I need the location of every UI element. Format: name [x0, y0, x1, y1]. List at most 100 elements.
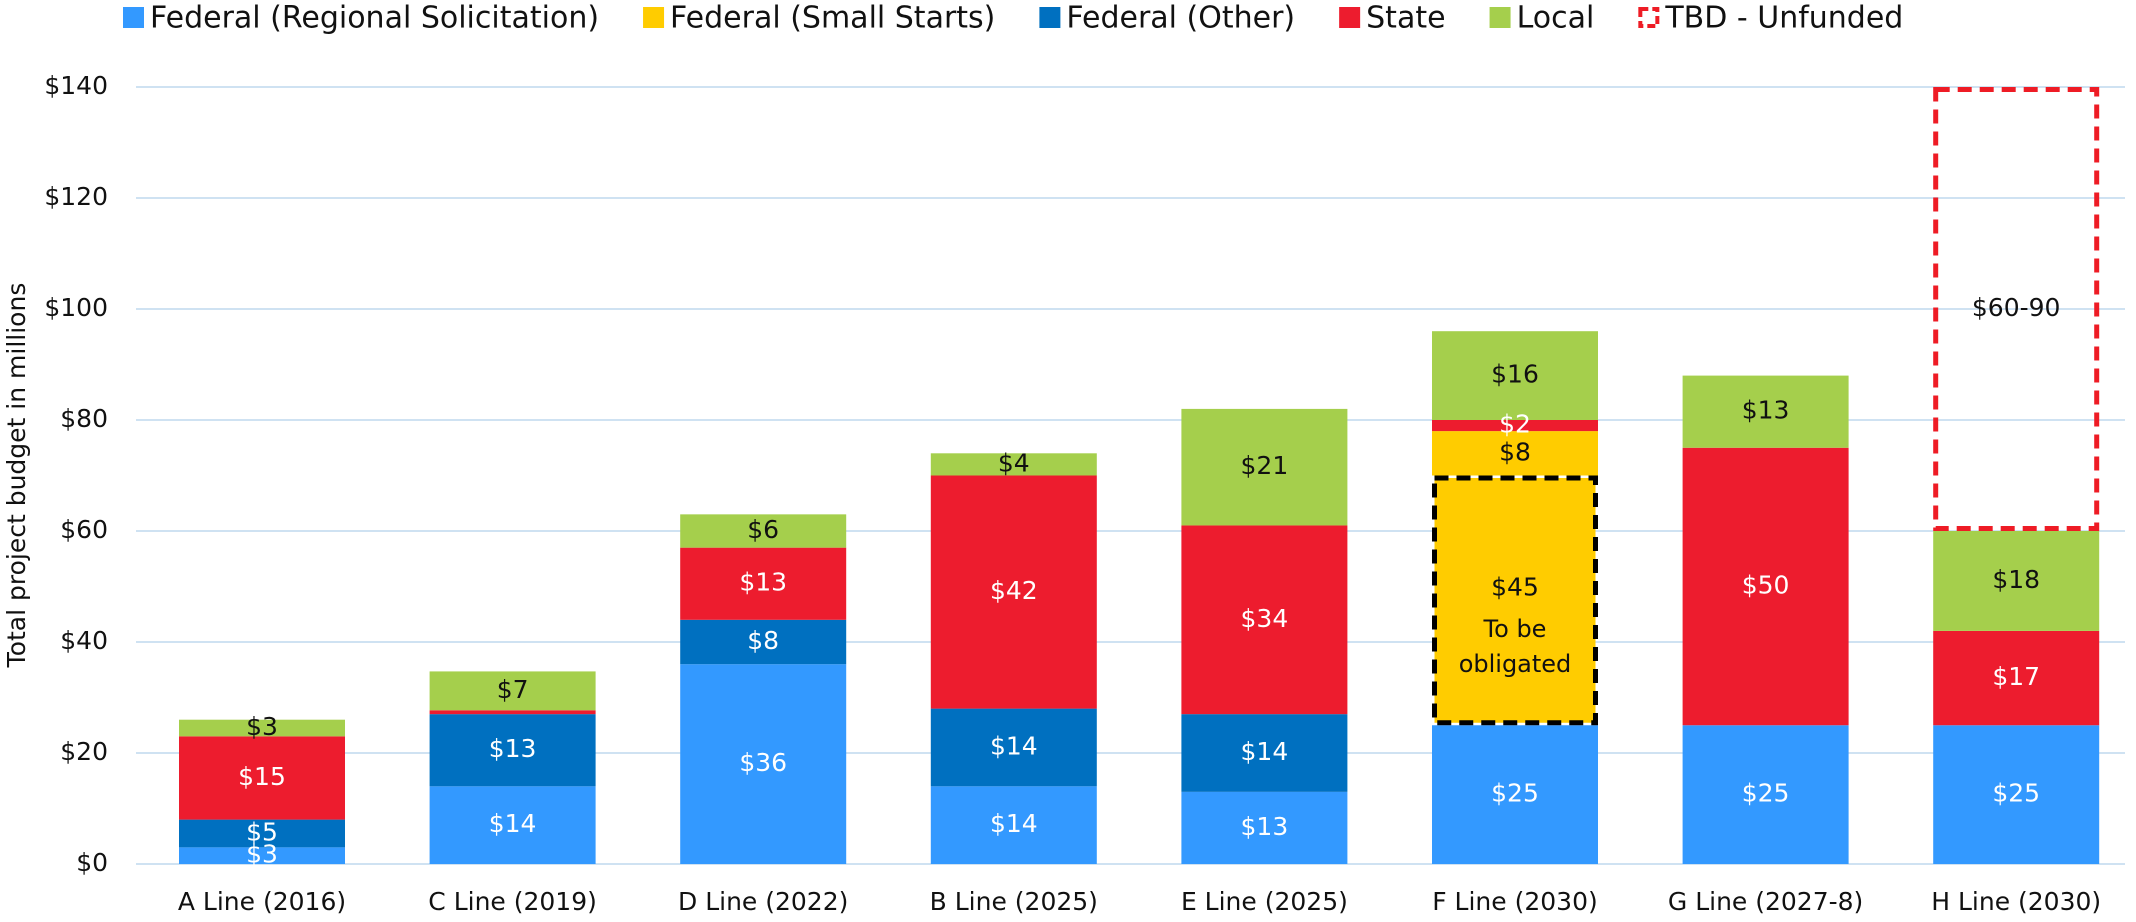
data-label: $21: [1241, 451, 1289, 480]
data-label: $16: [1491, 360, 1539, 389]
data-label: $18: [1992, 565, 2040, 594]
bar-segment: [429, 786, 596, 864]
data-label: $25: [1742, 779, 1790, 808]
legend-swatch: [1489, 7, 1511, 28]
legend-label: Federal (Small Starts): [670, 1, 995, 36]
legend-swatch: [643, 7, 665, 28]
data-label: $45: [1491, 572, 1539, 601]
bar-segment: [1682, 725, 1849, 864]
data-label: $13: [1742, 396, 1790, 425]
legend-label: TBD - Unfunded: [1664, 1, 1903, 36]
data-label: $14: [990, 809, 1038, 838]
legend-item: Local: [1489, 1, 1595, 36]
x-tick-label: G Line (2027-8): [1668, 887, 1863, 916]
data-label: $60-90: [1972, 293, 2061, 322]
legend-swatch: [123, 7, 144, 28]
bar-segment: [1933, 531, 2100, 631]
y-tick-label: $40: [60, 626, 108, 655]
y-tick-label: $80: [60, 404, 108, 433]
bar-segment: [1181, 408, 1348, 526]
bar-segment: [429, 710, 596, 715]
legend-label: Federal (Other): [1066, 1, 1295, 36]
bar-segment: [179, 719, 345, 737]
legend-label: Federal (Regional Solicitation): [150, 1, 599, 36]
legend-label: State: [1366, 1, 1445, 36]
bar-segment: [930, 708, 1097, 787]
x-tick-label: H Line (2030): [1931, 887, 2101, 916]
bar-segment: [930, 453, 1097, 476]
bar-segment: [1432, 725, 1598, 864]
x-tick-label: C Line (2019): [428, 887, 597, 916]
legend-swatch: [1039, 7, 1061, 28]
data-label: $25: [1491, 779, 1539, 808]
data-label: $36: [739, 748, 787, 777]
bar-segment: [930, 786, 1097, 864]
legend-swatch: [1638, 7, 1660, 28]
legend-swatch: [1339, 7, 1361, 28]
bar-segment: [930, 475, 1097, 709]
y-axis-title: Total project budget in millions: [2, 283, 31, 669]
data-label: $3: [246, 840, 278, 869]
bar-segment: [1181, 791, 1348, 864]
bar-segment: [1933, 630, 2100, 726]
y-tick-label: $100: [44, 293, 108, 322]
x-tick-label: A Line (2016): [178, 887, 346, 916]
x-tick-label: F Line (2030): [1432, 887, 1598, 916]
x-tick-label: D Line (2022): [678, 887, 848, 916]
bar-segment: [1682, 447, 1849, 726]
x-tick-label: E Line (2025): [1181, 887, 1348, 916]
legend-label: Local: [1517, 1, 1595, 36]
bar-segment: [680, 547, 847, 620]
y-tick-label: $0: [76, 848, 108, 877]
bar-segment: [179, 819, 345, 848]
bar-segment: [179, 736, 345, 820]
x-tick-label: B Line (2025): [930, 887, 1098, 916]
bar-segment: [1181, 714, 1348, 792]
data-label: $2: [1499, 410, 1531, 439]
annotation: To be obligated: [1458, 615, 1572, 679]
annotation-text: To be obligated: [1458, 615, 1572, 679]
data-label: $14: [489, 809, 537, 838]
legend-item: Federal (Regional Solicitation): [123, 1, 599, 36]
bar-segment: [680, 514, 847, 548]
y-tick-label: $120: [44, 182, 108, 211]
legend-item: Federal (Small Starts): [643, 1, 995, 36]
data-label: $13: [1241, 812, 1289, 841]
data-label: $14: [990, 731, 1038, 760]
data-label: $5: [246, 817, 278, 846]
data-label: $8: [1499, 437, 1531, 466]
legend-item: State: [1339, 1, 1446, 36]
data-label: $8: [747, 626, 779, 655]
data-label: $50: [1742, 571, 1790, 600]
bar-segment: [680, 664, 847, 864]
bar-segment: [429, 671, 596, 711]
data-label: $4: [998, 448, 1030, 477]
bar-segment: [1682, 375, 1849, 448]
bar-segment: [1432, 331, 1598, 420]
bar-segment: [179, 847, 345, 864]
y-tick-label: $20: [60, 737, 108, 766]
legend-item: Federal (Other): [1039, 1, 1295, 36]
data-label: $25: [1992, 779, 2040, 808]
data-label: $14: [1241, 737, 1289, 766]
data-label: $17: [1992, 662, 2040, 691]
y-tick-label: $60: [60, 515, 108, 544]
data-label: $13: [739, 568, 787, 597]
bar-segment: [1432, 475, 1598, 726]
data-label: $6: [747, 515, 779, 544]
bar-segment: [1933, 87, 2100, 531]
data-label: $3: [246, 712, 278, 741]
legend-item: TBD - Unfunded: [1638, 1, 1903, 36]
bar-segment: [1181, 525, 1348, 715]
bar-segment: [1432, 420, 1598, 432]
data-label: $15: [238, 762, 286, 791]
bar-segment: [1432, 431, 1598, 476]
data-label: $34: [1241, 604, 1289, 633]
bar-segment: [680, 619, 847, 665]
data-label: $13: [489, 734, 537, 763]
y-tick-label: $140: [44, 71, 108, 100]
bar-segment: [1933, 725, 2100, 864]
data-label: $7: [497, 675, 529, 704]
bar-segment: [429, 714, 596, 787]
